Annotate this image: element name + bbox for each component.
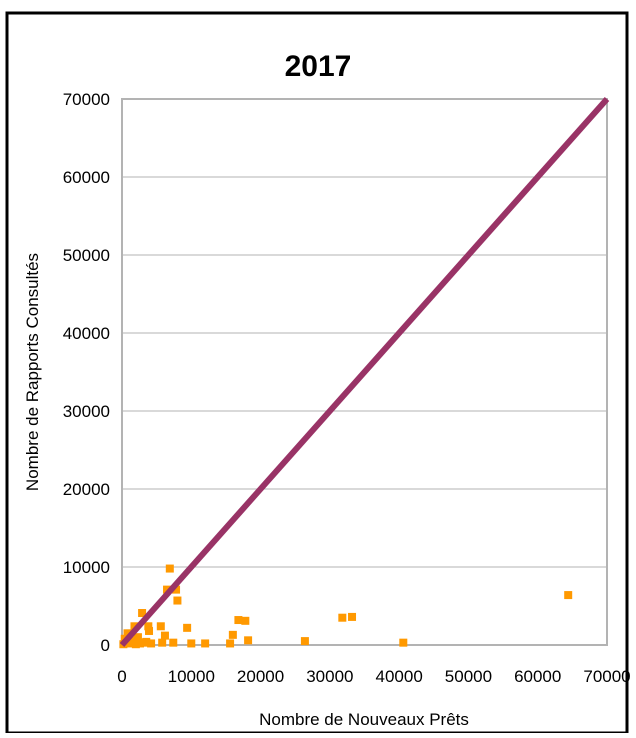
chart-outer-frame: [5, 11, 629, 735]
y-tick-label: 70000: [63, 90, 110, 109]
data-point: [348, 612, 357, 621]
data-point: [183, 623, 192, 632]
y-tick-label: 0: [101, 636, 110, 655]
data-point: [300, 637, 309, 646]
data-point: [338, 613, 347, 622]
reference-line: [119, 97, 610, 647]
x-axis-ticks: 0 10000 20000 30000 40000 50000 60000 70000: [117, 667, 630, 686]
x-tick-label: 20000: [237, 667, 284, 686]
data-point: [123, 629, 132, 638]
data-point: [399, 638, 408, 647]
y-tick-label: 30000: [63, 402, 110, 421]
y-tick-label: 60000: [63, 168, 110, 187]
data-point: [136, 639, 145, 648]
data-point: [145, 626, 154, 635]
data-point: [144, 622, 153, 631]
data-point: [228, 630, 237, 639]
data-point: [172, 585, 181, 594]
data-point: [163, 585, 172, 594]
reference-line-layer: [119, 97, 610, 647]
x-tick-label: 60000: [514, 667, 561, 686]
x-tick-label: 0: [117, 667, 126, 686]
data-point: [142, 637, 151, 646]
y-tick-label: 20000: [63, 480, 110, 499]
data-point: [201, 639, 210, 648]
data-point: [226, 639, 235, 648]
x-tick-label: 70000: [583, 667, 630, 686]
x-axis-label: Nombre de Nouveaux Prêts: [259, 710, 469, 729]
data-point: [165, 564, 174, 573]
x-tick-label: 50000: [445, 667, 492, 686]
data-point: [147, 639, 156, 648]
x-tick-label: 30000: [306, 667, 353, 686]
grid-lines: [122, 176, 607, 568]
data-point: [138, 609, 147, 618]
plot-area-frame: [121, 98, 608, 646]
data-point: [131, 640, 140, 649]
data-point: [234, 616, 243, 625]
y-axis-ticks: 0 10000 20000 30000 40000 50000 60000 70000: [63, 90, 110, 655]
data-point: [241, 616, 250, 625]
x-tick-label: 10000: [168, 667, 215, 686]
y-axis-label: Nombre de Rapports Consultés: [23, 253, 42, 491]
x-tick-label: 40000: [376, 667, 423, 686]
y-tick-label: 50000: [63, 246, 110, 265]
data-point: [244, 636, 253, 645]
data-point: [173, 596, 182, 605]
y-tick-label: 10000: [63, 558, 110, 577]
data-point: [169, 638, 178, 647]
y-tick-label: 40000: [63, 324, 110, 343]
data-point: [160, 631, 169, 640]
data-point: [564, 591, 573, 600]
data-point: [156, 622, 165, 631]
data-point: [133, 633, 142, 642]
chart-title: 2017: [285, 50, 352, 83]
data-point: [130, 622, 139, 631]
data-point: [158, 638, 167, 647]
data-point: [187, 639, 196, 648]
